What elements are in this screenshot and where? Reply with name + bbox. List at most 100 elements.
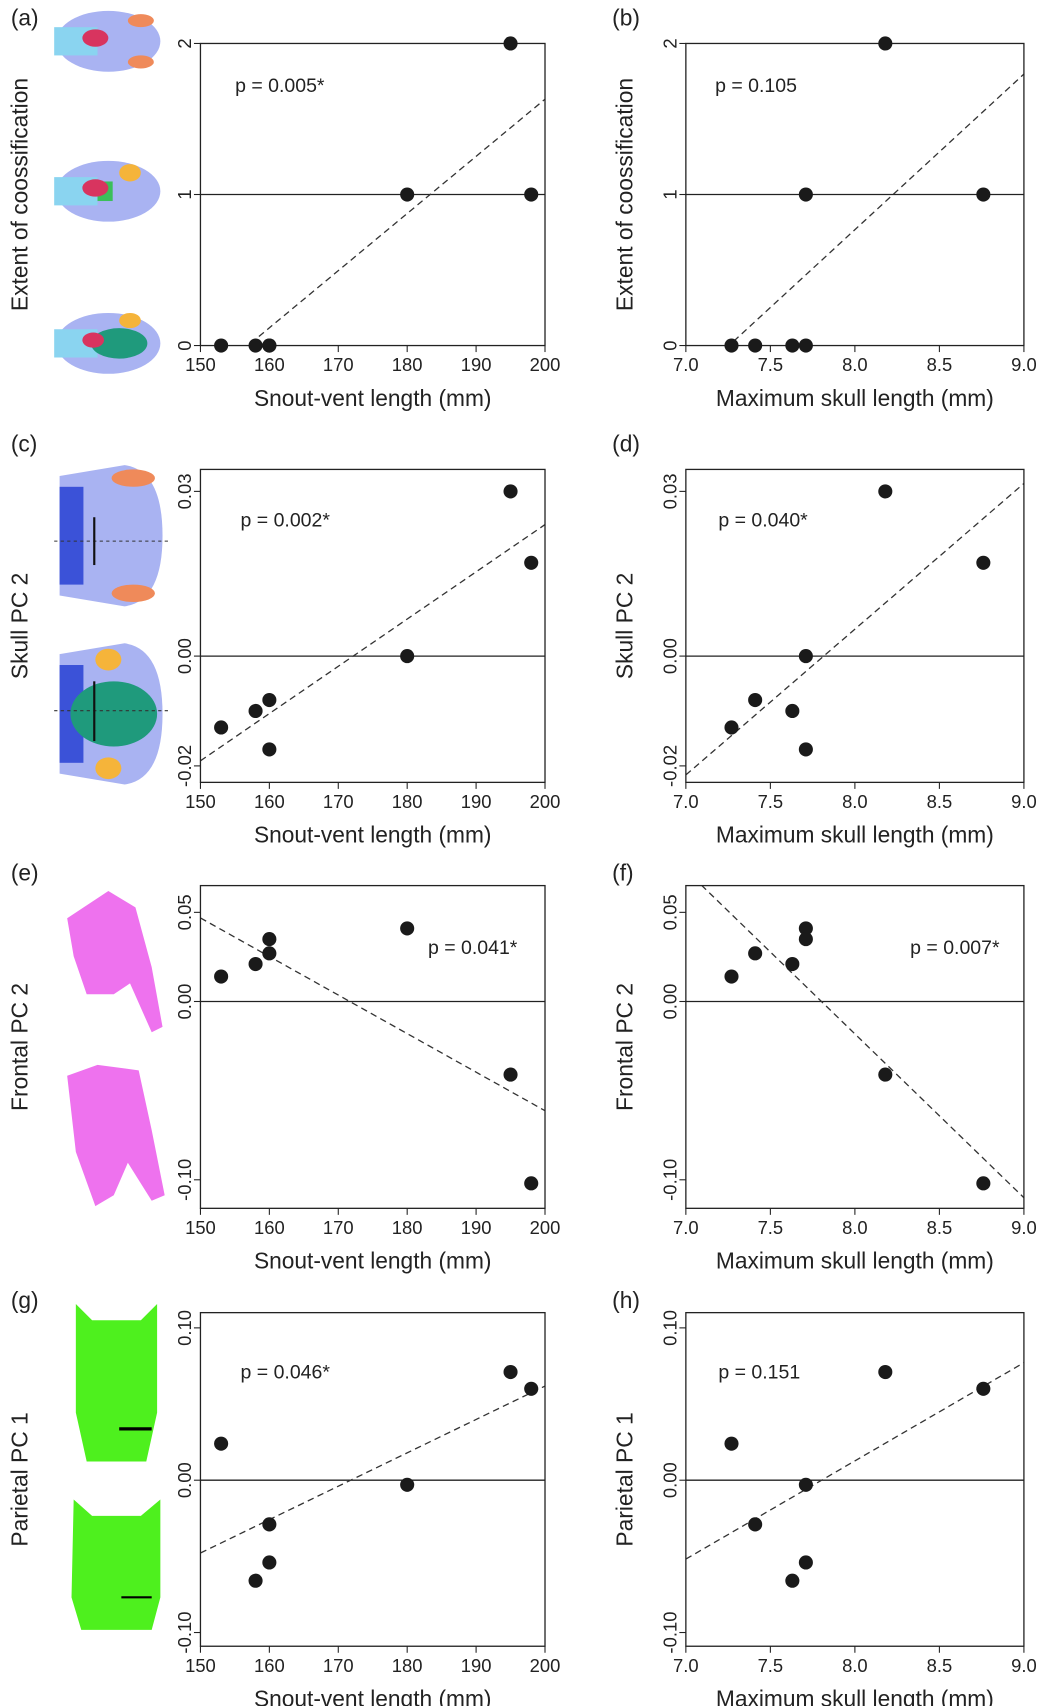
x-tick-label: 7.0 — [673, 354, 699, 375]
panel-label: (f) — [612, 860, 633, 886]
data-point — [878, 484, 893, 499]
x-tick-label: 160 — [254, 354, 285, 375]
x-tick-label: 8.0 — [842, 354, 868, 375]
data-point — [503, 36, 518, 51]
y-axis-label: Frontal PC 2 — [611, 983, 637, 1111]
y-axis-label: Frontal PC 2 — [7, 983, 33, 1111]
plot-frame — [685, 42, 1025, 347]
y-tick-label: 0.00 — [174, 984, 195, 1020]
x-tick-label: 160 — [254, 1217, 285, 1238]
y-tick-label: 0.00 — [660, 984, 681, 1020]
x-tick-label: 180 — [392, 1217, 423, 1238]
illustrations — [54, 10, 168, 1630]
x-tick-label: 9.0 — [1011, 354, 1037, 375]
x-tick-label: 160 — [254, 791, 285, 812]
data-point — [798, 338, 813, 353]
data-point — [503, 1067, 518, 1082]
data-point — [248, 703, 263, 719]
x-tick-label: 7.0 — [673, 1217, 699, 1238]
data-point — [400, 187, 415, 202]
y-tick-label: 0.10 — [660, 1310, 681, 1346]
data-point — [798, 921, 813, 936]
data-point — [262, 1517, 277, 1532]
annotation: p = 0.046* — [241, 1362, 331, 1384]
x-axis-label: Snout-vent length (mm) — [254, 385, 492, 411]
x-tick-label: 8.5 — [927, 354, 953, 375]
x-axis-label: Snout-vent length (mm) — [254, 1248, 492, 1274]
data-point — [878, 36, 893, 51]
annotation: p = 0.041* — [428, 937, 518, 959]
x-tick-label: 150 — [185, 791, 216, 812]
data-point — [798, 187, 813, 202]
annotation: p = 0.002* — [241, 510, 331, 532]
data-point — [248, 956, 263, 972]
trend-line — [200, 1385, 546, 1554]
x-axis-label: Maximum skull length (mm) — [716, 822, 994, 848]
data-point — [524, 187, 539, 202]
data-point — [724, 969, 739, 984]
data-point — [503, 484, 518, 499]
y-tick-label: 2 — [174, 38, 195, 48]
x-axis-label: Snout-vent length (mm) — [254, 1686, 492, 1706]
trend-line — [200, 917, 546, 1112]
x-tick-label: 200 — [530, 1217, 561, 1238]
y-tick-label: 0.05 — [660, 894, 681, 930]
data-point — [262, 742, 277, 757]
data-point — [976, 1381, 991, 1396]
data-point — [524, 555, 539, 570]
x-tick-label: 8.0 — [842, 791, 868, 812]
data-point — [878, 1067, 893, 1082]
data-point — [748, 946, 763, 961]
data-point — [524, 1381, 539, 1396]
x-axis-label: Maximum skull length (mm) — [716, 1248, 994, 1274]
trend-line — [246, 98, 546, 346]
skull-icon — [54, 643, 168, 785]
plot-frame — [685, 1311, 1025, 1647]
data-point — [798, 1477, 813, 1492]
x-tick-label: 8.5 — [927, 1217, 953, 1238]
trend-line — [685, 1362, 1024, 1560]
frontal-icon — [67, 891, 163, 1033]
y-tick-label: 0.00 — [174, 1462, 195, 1498]
plot-frame — [199, 42, 546, 347]
data-point — [748, 692, 763, 708]
x-tick-label: 150 — [185, 1655, 216, 1676]
plot-frame — [685, 884, 1025, 1209]
skull-icon — [54, 160, 161, 222]
y-tick-label: 0.05 — [174, 894, 195, 930]
x-axis-label: Maximum skull length (mm) — [716, 385, 994, 411]
frontal-icon — [67, 1064, 165, 1207]
data-point — [748, 338, 763, 353]
trend-line — [700, 885, 1024, 1199]
annotation: p = 0.105 — [715, 75, 797, 97]
x-tick-label: 7.0 — [673, 791, 699, 812]
x-tick-label: 150 — [185, 1217, 216, 1238]
data-point — [748, 1517, 763, 1532]
y-tick-label: 0.03 — [660, 473, 681, 509]
y-tick-label: 1 — [660, 189, 681, 199]
plot-frame — [199, 884, 546, 1209]
data-point — [524, 1176, 539, 1191]
x-tick-label: 170 — [323, 354, 354, 375]
y-axis-label: Extent of coossification — [611, 78, 637, 311]
x-tick-label: 170 — [323, 1217, 354, 1238]
x-tick-label: 7.5 — [758, 791, 784, 812]
data-point — [262, 338, 277, 353]
data-point — [798, 1555, 813, 1570]
x-tick-label: 7.0 — [673, 1655, 699, 1676]
data-point — [262, 932, 277, 947]
y-tick-label: -0.10 — [174, 1611, 195, 1653]
annotation: p = 0.007* — [910, 937, 1000, 959]
skull-icon — [54, 10, 161, 72]
y-tick-label: 0 — [174, 340, 195, 350]
x-tick-label: 7.5 — [758, 354, 784, 375]
x-tick-label: 8.0 — [842, 1217, 868, 1238]
parietal-icon — [75, 1303, 158, 1462]
x-tick-label: 180 — [392, 354, 423, 375]
panel-label: (a) — [11, 5, 39, 31]
data-point — [400, 1477, 415, 1492]
data-point — [724, 720, 739, 735]
data-point — [798, 742, 813, 757]
x-tick-label: 8.0 — [842, 1655, 868, 1676]
data-point — [248, 338, 263, 353]
